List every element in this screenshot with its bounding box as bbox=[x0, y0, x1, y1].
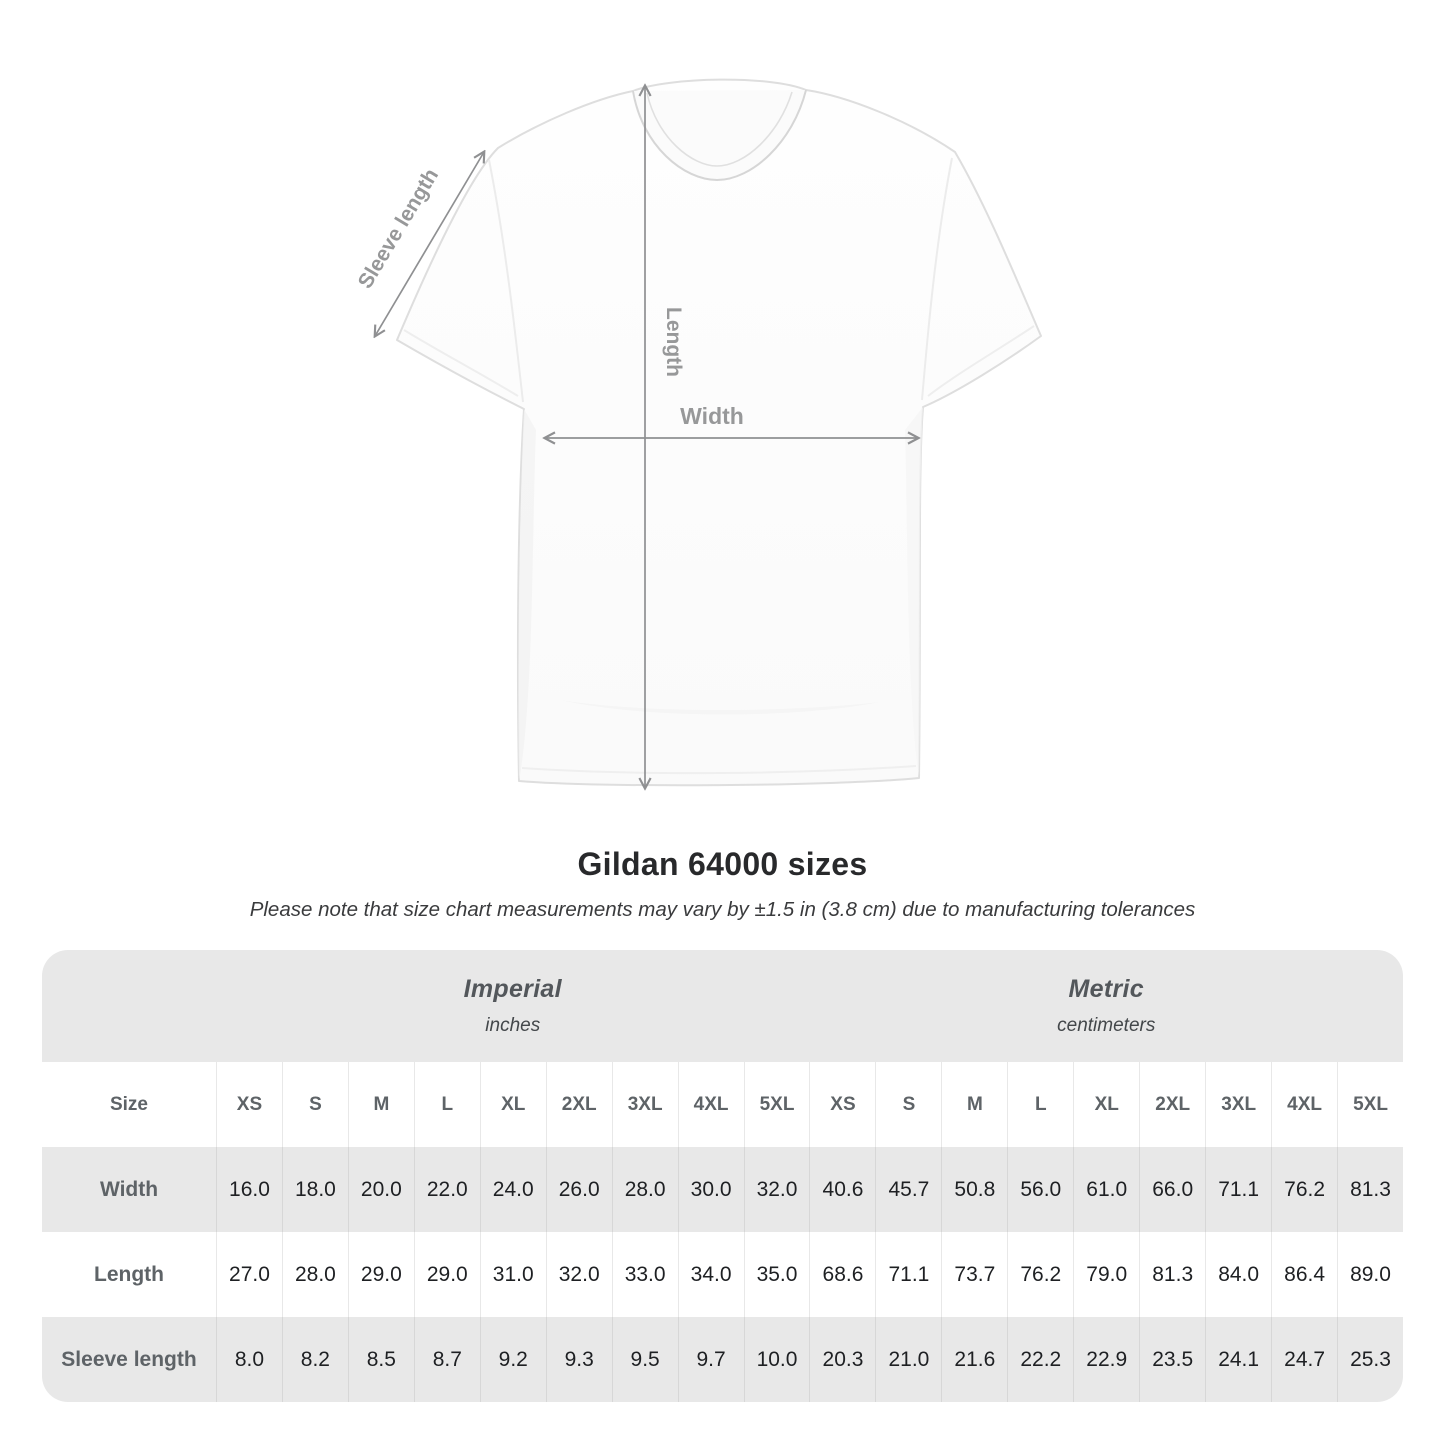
cell-imperial: 29.0 bbox=[347, 1232, 414, 1317]
cell-metric: 84.0 bbox=[1205, 1232, 1272, 1317]
cell-imperial: 35.0 bbox=[743, 1232, 810, 1317]
imperial-title: Imperial bbox=[463, 975, 562, 1003]
cell-metric: 89.0 bbox=[1337, 1232, 1403, 1317]
cell-metric: 76.2 bbox=[1271, 1147, 1338, 1232]
cell-imperial: 31.0 bbox=[479, 1232, 546, 1317]
metric-subtitle: centimeters bbox=[1057, 1015, 1156, 1036]
cell-metric: 22.9 bbox=[1073, 1317, 1140, 1402]
cell-metric: 86.4 bbox=[1271, 1232, 1338, 1317]
cell-imperial: 16.0 bbox=[216, 1147, 282, 1232]
unit-band-spacer bbox=[42, 950, 216, 1062]
cell-metric: 61.0 bbox=[1073, 1147, 1140, 1232]
size-header-imperial-2xl: 2XL bbox=[545, 1062, 612, 1147]
cell-imperial: 34.0 bbox=[677, 1232, 744, 1317]
unit-band: Imperial inches Metric centimeters bbox=[42, 950, 1403, 1062]
size-header-imperial-5xl: 5XL bbox=[743, 1062, 810, 1147]
cell-imperial: 9.7 bbox=[677, 1317, 744, 1402]
size-header-imperial-4xl: 4XL bbox=[677, 1062, 744, 1147]
imperial-subtitle: inches bbox=[485, 1015, 541, 1036]
cell-metric: 50.8 bbox=[941, 1147, 1008, 1232]
cell-imperial: 32.0 bbox=[545, 1232, 612, 1317]
size-header-imperial-s: S bbox=[281, 1062, 348, 1147]
sleeve-length-arrow bbox=[375, 152, 484, 336]
cell-imperial: 27.0 bbox=[216, 1232, 282, 1317]
size-header-metric-s: S bbox=[875, 1062, 942, 1147]
cell-imperial: 22.0 bbox=[413, 1147, 480, 1232]
cell-metric: 73.7 bbox=[941, 1232, 1008, 1317]
cell-imperial: 28.0 bbox=[281, 1232, 348, 1317]
size-header-imperial-3xl: 3XL bbox=[611, 1062, 678, 1147]
cell-imperial: 24.0 bbox=[479, 1147, 546, 1232]
size-header-metric-2xl: 2XL bbox=[1139, 1062, 1206, 1147]
cell-metric: 45.7 bbox=[875, 1147, 942, 1232]
cell-metric: 21.0 bbox=[875, 1317, 942, 1402]
measurement-arrows bbox=[375, 86, 918, 788]
cell-metric: 68.6 bbox=[809, 1232, 876, 1317]
size-header-metric-5xl: 5XL bbox=[1337, 1062, 1403, 1147]
length-label: Length bbox=[662, 307, 685, 377]
cell-imperial: 8.7 bbox=[413, 1317, 480, 1402]
cell-metric: 21.6 bbox=[941, 1317, 1008, 1402]
cell-imperial: 20.0 bbox=[347, 1147, 414, 1232]
cell-metric: 22.2 bbox=[1007, 1317, 1074, 1402]
size-column-header: Size bbox=[42, 1062, 216, 1147]
cell-metric: 71.1 bbox=[1205, 1147, 1272, 1232]
cell-metric: 23.5 bbox=[1139, 1317, 1206, 1402]
page-title: Gildan 64000 sizes bbox=[577, 846, 868, 882]
cell-metric: 76.2 bbox=[1007, 1232, 1074, 1317]
cell-metric: 66.0 bbox=[1139, 1147, 1206, 1232]
size-header-imperial-l: L bbox=[413, 1062, 480, 1147]
size-header-metric-3xl: 3XL bbox=[1205, 1062, 1272, 1147]
size-header-metric-4xl: 4XL bbox=[1271, 1062, 1338, 1147]
width-label: Width bbox=[680, 403, 744, 429]
size-header-metric-xs: XS bbox=[809, 1062, 876, 1147]
cell-metric: 71.1 bbox=[875, 1232, 942, 1317]
cell-metric: 20.3 bbox=[809, 1317, 876, 1402]
cell-imperial: 30.0 bbox=[677, 1147, 744, 1232]
size-header-imperial-m: M bbox=[347, 1062, 414, 1147]
cell-imperial: 8.0 bbox=[216, 1317, 282, 1402]
cell-imperial: 26.0 bbox=[545, 1147, 612, 1232]
tolerance-note: Please note that size chart measurements… bbox=[249, 898, 1196, 921]
imperial-unit-header: Imperial inches bbox=[216, 950, 810, 1062]
cell-metric: 79.0 bbox=[1073, 1232, 1140, 1317]
size-chart-table: Imperial inches Metric centimeters Size X… bbox=[42, 950, 1403, 1402]
cell-imperial: 29.0 bbox=[413, 1232, 480, 1317]
size-header-metric-xl: XL bbox=[1073, 1062, 1140, 1147]
size-header-imperial-xl: XL bbox=[479, 1062, 546, 1147]
cell-metric: 25.3 bbox=[1337, 1317, 1403, 1402]
cell-imperial: 8.2 bbox=[281, 1317, 348, 1402]
cell-imperial: 28.0 bbox=[611, 1147, 678, 1232]
cell-imperial: 9.5 bbox=[611, 1317, 678, 1402]
cell-imperial: 32.0 bbox=[743, 1147, 810, 1232]
size-grid: Size XS S M L XL 2XL 3XL 4XL 5XL XS S M L XL 2XL 3XL 4XL 5… bbox=[42, 1062, 1403, 1402]
cell-imperial: 9.2 bbox=[479, 1317, 546, 1402]
cell-imperial: 10.0 bbox=[743, 1317, 810, 1402]
row-label: Sleeve length bbox=[42, 1317, 216, 1402]
size-header-metric-m: M bbox=[941, 1062, 1008, 1147]
row-label: Width bbox=[42, 1147, 216, 1232]
metric-title: Metric bbox=[1068, 975, 1144, 1003]
cell-imperial: 33.0 bbox=[611, 1232, 678, 1317]
cell-imperial: 18.0 bbox=[281, 1147, 348, 1232]
cell-imperial: 8.5 bbox=[347, 1317, 414, 1402]
tshirt-graphic bbox=[396, 78, 1042, 787]
cell-metric: 24.1 bbox=[1205, 1317, 1272, 1402]
row-label: Length bbox=[42, 1232, 216, 1317]
cell-imperial: 9.3 bbox=[545, 1317, 612, 1402]
tshirt-measurement-diagram: Sleeve length Length Width bbox=[354, 78, 1042, 830]
size-header-imperial-xs: XS bbox=[216, 1062, 282, 1147]
size-header-metric-l: L bbox=[1007, 1062, 1074, 1147]
cell-metric: 24.7 bbox=[1271, 1317, 1338, 1402]
metric-unit-header: Metric centimeters bbox=[810, 950, 1404, 1062]
cell-metric: 81.3 bbox=[1337, 1147, 1403, 1232]
cell-metric: 40.6 bbox=[809, 1147, 876, 1232]
cell-metric: 56.0 bbox=[1007, 1147, 1074, 1232]
cell-metric: 81.3 bbox=[1139, 1232, 1206, 1317]
